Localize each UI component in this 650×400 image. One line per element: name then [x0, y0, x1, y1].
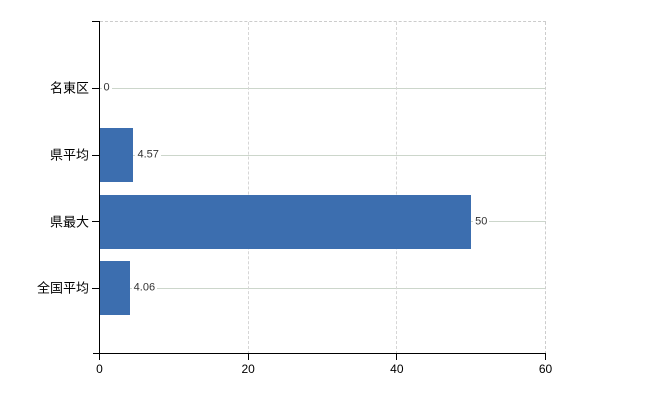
bar-value-label: 4.06	[131, 281, 158, 295]
y-axis	[99, 21, 100, 354]
plot-right-border	[545, 21, 546, 354]
plot-top-border	[99, 21, 546, 22]
y-tick	[92, 87, 100, 89]
x-tick	[396, 353, 398, 360]
x-tick-label: 40	[390, 362, 404, 376]
bar	[99, 261, 130, 315]
x-tick-label: 60	[538, 362, 553, 376]
category-label: 県平均	[49, 147, 89, 163]
h-gridline	[99, 287, 546, 289]
bar-value-label: 50	[473, 215, 490, 228]
bar-value-label: 4.57	[135, 148, 161, 162]
h-gridline	[99, 154, 546, 156]
bar	[99, 194, 472, 249]
x-axis	[93, 353, 546, 354]
x-tick-label: 20	[241, 362, 255, 376]
x-tick-label: 0	[96, 362, 103, 376]
bar-value-label: 0	[101, 81, 112, 95]
x-tick	[99, 353, 100, 360]
v-gridline	[247, 21, 249, 354]
x-tick	[247, 353, 249, 360]
category-label: 県最大	[49, 214, 89, 229]
y-tick	[92, 287, 100, 289]
v-gridline	[396, 21, 398, 354]
x-tick	[545, 353, 546, 360]
y-tick	[92, 154, 100, 156]
category-label: 名東区	[49, 80, 89, 96]
h-gridline	[99, 87, 546, 89]
category-label: 全国平均	[36, 280, 89, 296]
y-axis-end-tick	[92, 21, 100, 22]
y-tick	[92, 221, 100, 222]
bar	[99, 128, 134, 182]
